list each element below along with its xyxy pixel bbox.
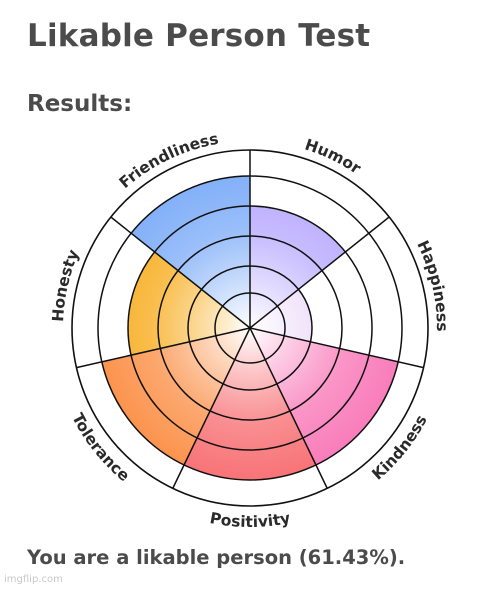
page-title: Likable Person Test (27, 18, 371, 54)
label-tolerance: Tolerance (68, 410, 133, 485)
spoke-6 (76, 327, 251, 369)
result-summary: You are a likable person (61.43%). (27, 546, 406, 569)
results-wheel-chart: HumorHappinessKindnessPositivityToleranc… (49, 130, 451, 531)
results-heading: Results: (27, 91, 133, 117)
watermark: imgflip.com (4, 574, 63, 585)
sector-humor (250, 206, 346, 328)
spoke-4 (249, 327, 328, 489)
spoke-3 (249, 327, 424, 369)
sector-friendliness (131, 176, 250, 328)
sector-happiness (250, 289, 313, 342)
label-happiness: Happiness (413, 238, 451, 332)
spoke-5 (172, 327, 251, 489)
sector-positivity (184, 328, 316, 481)
label-positivity: Positivity (208, 509, 291, 531)
spoke-2 (249, 216, 390, 329)
label-kindness: Kindness (369, 412, 431, 484)
spoke-7 (110, 216, 251, 329)
